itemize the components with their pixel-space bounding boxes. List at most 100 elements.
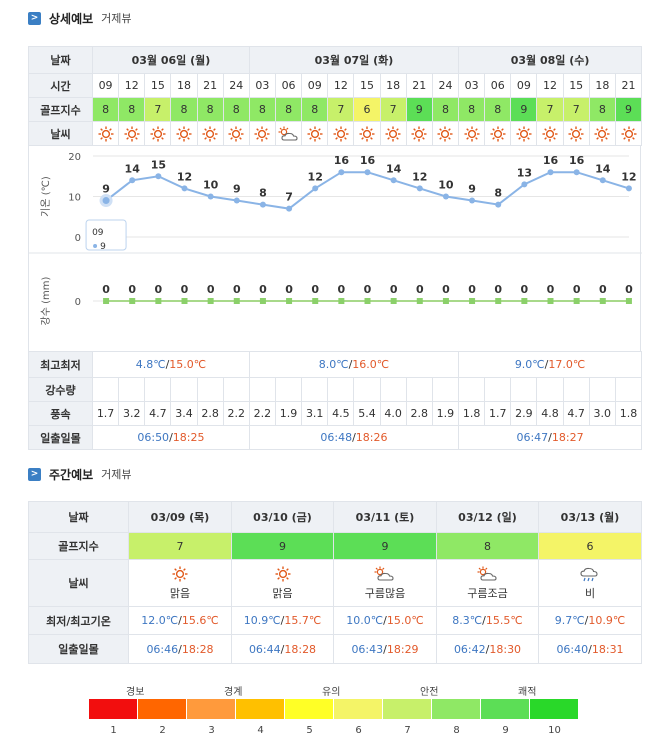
sun-icon: [98, 126, 114, 142]
legend-label: 경계: [224, 687, 243, 698]
weather-cell: [144, 121, 172, 146]
weekly-forecast-header: > 주간예보 거제뷰: [28, 465, 132, 483]
temp-point[interactable]: [99, 194, 113, 208]
temp-point[interactable]: [155, 173, 162, 180]
weekly-golf-cell: 8: [436, 532, 539, 560]
rain-point[interactable]: [547, 298, 554, 304]
rain-point[interactable]: [155, 298, 162, 304]
day-minmax: 9.0℃/17.0℃: [458, 351, 643, 378]
rain-data-label: 0: [155, 283, 163, 296]
temp-point[interactable]: [416, 185, 423, 192]
temp-point[interactable]: [390, 177, 397, 184]
rain-point[interactable]: [364, 298, 371, 304]
sun-icon: [621, 126, 637, 142]
weekly-golf-cell: 6: [538, 532, 642, 560]
temp-point[interactable]: [599, 177, 606, 184]
rain-point[interactable]: [259, 298, 266, 304]
rain-icon: [540, 566, 641, 584]
rain-point[interactable]: [599, 298, 606, 304]
weekly-golf-label: 골프지수: [28, 532, 129, 560]
legend-label: 쾌적: [518, 687, 537, 698]
rain-point[interactable]: [521, 298, 528, 304]
time-cell: 18: [588, 73, 616, 98]
rain-point[interactable]: [573, 298, 580, 304]
weekly-temp-cell: 8.3℃/15.5℃: [436, 606, 539, 635]
temp-point[interactable]: [312, 185, 319, 192]
rain-point[interactable]: [338, 298, 345, 304]
rain-cell: [144, 377, 172, 402]
rain-point[interactable]: [103, 298, 110, 304]
time-cell: 09: [301, 73, 329, 98]
sun-icon: [542, 126, 558, 142]
rain-point[interactable]: [416, 298, 423, 304]
temp-point[interactable]: [547, 169, 554, 176]
rain-point[interactable]: [181, 298, 188, 304]
sun-icon: [594, 126, 610, 142]
temp-data-label: 7: [285, 191, 293, 204]
rain-point[interactable]: [129, 298, 136, 304]
temp-point[interactable]: [364, 169, 371, 176]
rain-point[interactable]: [286, 298, 293, 304]
rain-point[interactable]: [495, 298, 502, 304]
wind-cell: 1.7: [91, 401, 120, 426]
temp-point[interactable]: [338, 169, 345, 176]
rain-tick-label: 0: [75, 297, 81, 308]
temp-point[interactable]: [207, 193, 214, 200]
temp-point[interactable]: [181, 185, 188, 192]
temp-point[interactable]: [259, 201, 266, 208]
rain-point[interactable]: [312, 298, 319, 304]
rain-cell: [248, 377, 276, 402]
time-cell: 18: [170, 73, 198, 98]
detail-forecast-table: 날짜 03월 06일 (월) 03월 07일 (화) 03월 08일 (수) 시…: [28, 46, 643, 146]
sunset-time: 18:30: [489, 642, 522, 656]
sunset-time: 18:25: [172, 431, 205, 444]
temp-point[interactable]: [442, 193, 449, 200]
chevron-right-icon[interactable]: >: [28, 11, 41, 25]
temp-data-label: 12: [412, 170, 427, 183]
temp-point[interactable]: [625, 185, 632, 192]
temp-tooltip: 099: [85, 219, 127, 252]
temp-point[interactable]: [469, 197, 476, 204]
golf-index-cell: 8: [431, 97, 460, 122]
temp-point[interactable]: [521, 181, 528, 188]
max-temp: 15.6℃: [181, 614, 219, 627]
wind-cell: 2.8: [405, 401, 433, 426]
legend-swatch: [187, 699, 236, 719]
rain-point[interactable]: [233, 298, 240, 304]
temp-data-label: 16: [569, 154, 585, 167]
rain-cell: [562, 377, 590, 402]
weekly-golf-cell: 9: [231, 532, 334, 560]
temp-point[interactable]: [286, 205, 293, 212]
temp-point[interactable]: [573, 169, 580, 176]
wind-cell: 4.8: [536, 401, 564, 426]
max-temp: 15.5℃: [485, 614, 523, 627]
golf-index-cell: 8: [301, 97, 329, 122]
golf-index-cell: 8: [458, 97, 486, 122]
golf-index-cell: 6: [353, 97, 381, 122]
temp-point[interactable]: [495, 201, 502, 208]
temp-point[interactable]: [233, 197, 240, 204]
temp-data-label: 12: [621, 170, 636, 183]
weather-cell: [458, 121, 486, 146]
min-temp: 10.9℃: [243, 614, 281, 627]
rain-cell: [431, 377, 460, 402]
wind-cell: 4.7: [562, 401, 590, 426]
temp-point[interactable]: [129, 177, 136, 184]
rain-point[interactable]: [469, 298, 476, 304]
rain-point[interactable]: [442, 298, 449, 304]
rain-point[interactable]: [625, 298, 632, 304]
legend-number: 5: [306, 725, 313, 736]
weekly-forecast-table: 날짜 03/09 (목) 03/10 (금) 03/11 (토) 03/12 (일) 0…: [28, 501, 642, 664]
chevron-right-icon[interactable]: >: [28, 467, 41, 481]
rain-cell: [536, 377, 564, 402]
golf-index-cell: 7: [327, 97, 355, 122]
time-cell: 09: [91, 73, 120, 98]
detail-summary-table: 최고최저 4.8℃/15.0℃ 8.0℃/16.0℃ 9.0℃/17.0℃ 강수…: [28, 351, 643, 450]
rain-point[interactable]: [207, 298, 214, 304]
rain-cell: [118, 377, 146, 402]
golf-index-cell: 8: [274, 97, 303, 122]
rain-point[interactable]: [390, 298, 397, 304]
golf-index-legend-numbers: 1 2 3 4 5 6 7 8 9 10: [89, 725, 579, 736]
min-temp: 10.0℃: [346, 614, 384, 627]
